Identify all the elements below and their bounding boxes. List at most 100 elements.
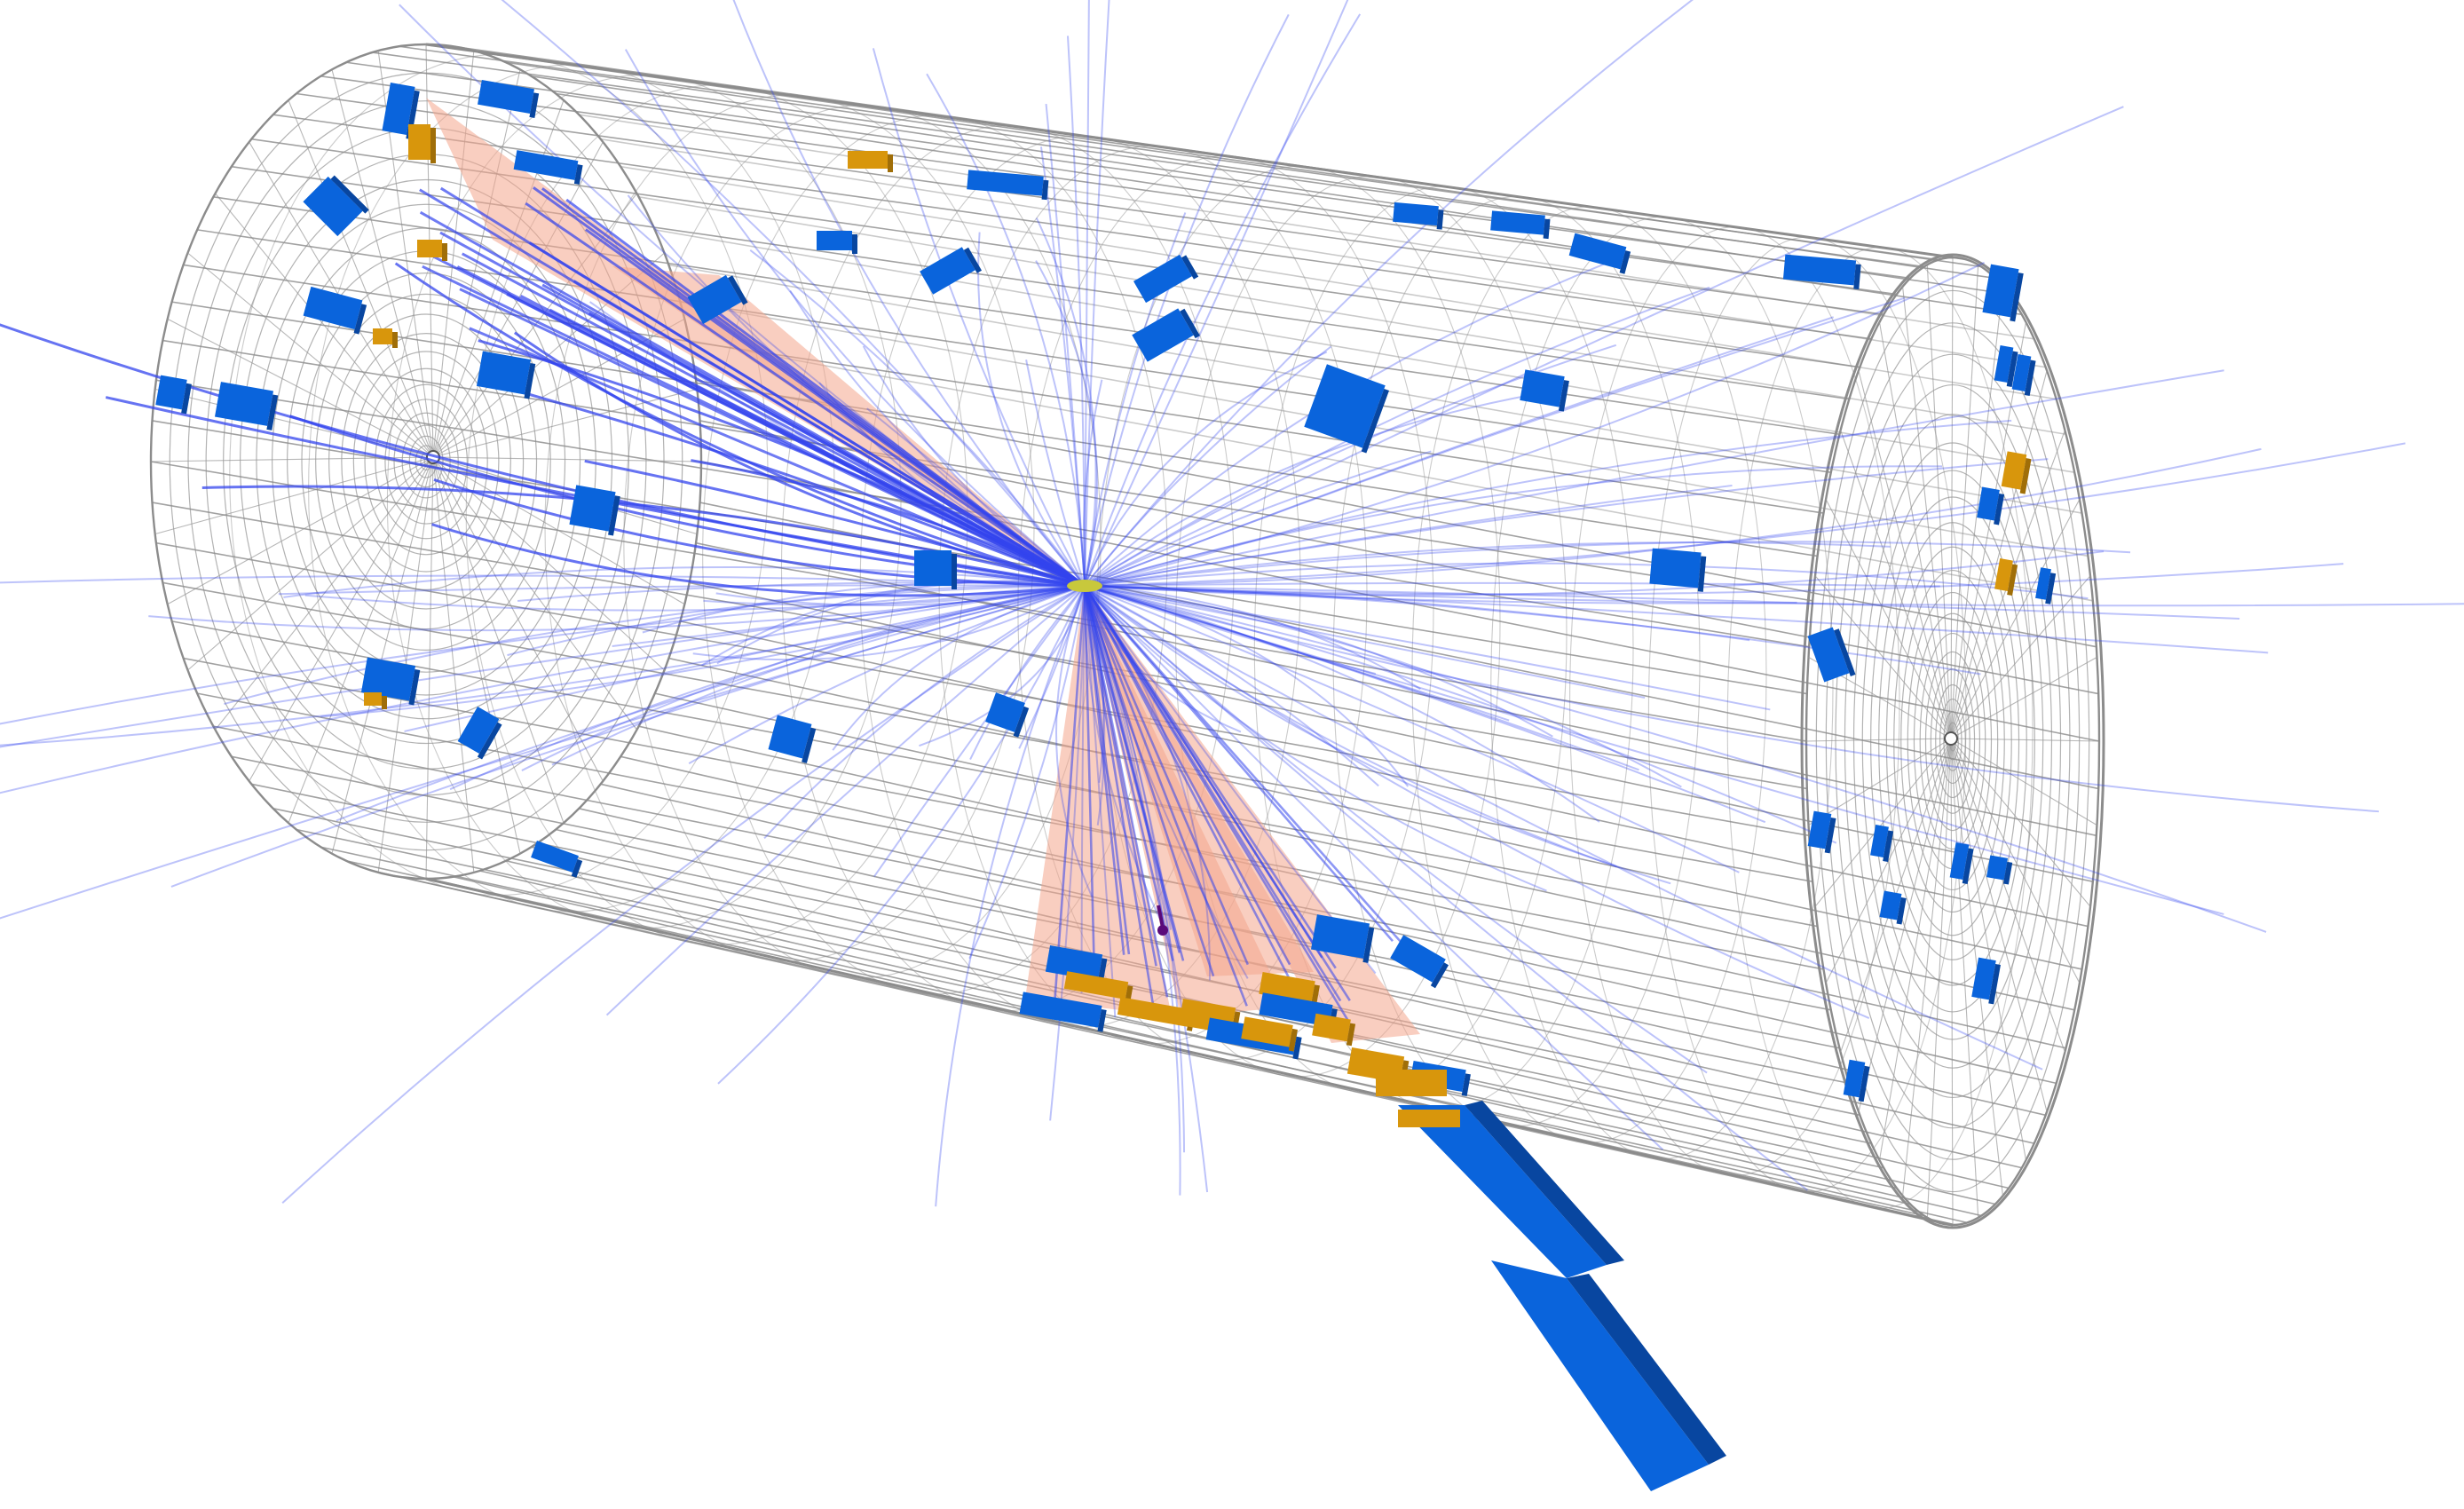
barrel-line — [183, 657, 1824, 970]
jet-track — [1083, 585, 1157, 1015]
tower-side — [2045, 573, 2057, 604]
barrel-ring — [1174, 176, 1568, 1094]
barrel-bottom-edge — [425, 877, 1954, 1227]
track — [1084, 585, 1249, 979]
barrel-line — [695, 541, 2097, 837]
tower-side — [1619, 250, 1631, 274]
track — [1084, 450, 1432, 587]
tower-face — [1994, 345, 2014, 383]
tower-face — [2001, 451, 2027, 490]
right-rim — [1800, 253, 2105, 1229]
tower-face — [1133, 254, 1192, 304]
track — [1084, 351, 1328, 587]
track — [1084, 286, 1710, 587]
track — [1084, 585, 1809, 1191]
track — [1084, 585, 1671, 885]
endcap-ring — [328, 313, 525, 610]
endcap-spoke — [1950, 656, 2097, 739]
track — [584, 459, 1086, 588]
calorimeter-tower — [1982, 264, 2024, 322]
endcap-ring — [1907, 591, 1999, 891]
tower-side — [1558, 380, 1569, 412]
tower-side — [382, 696, 387, 709]
barrel-ring — [1490, 216, 1834, 1160]
track — [1084, 13, 1362, 587]
jet-track — [1083, 585, 1351, 1001]
endcap-spoke — [1950, 738, 2065, 1053]
track — [1084, 0, 1090, 587]
barrel-line — [150, 461, 1807, 742]
tower-side — [1346, 1023, 1356, 1047]
barrel-line — [162, 581, 1813, 882]
track — [926, 73, 1086, 587]
endcap-spoke — [425, 456, 434, 880]
calorimeter-tower — [2001, 451, 2032, 494]
track — [1084, 585, 1639, 771]
detector-barrel-wireframe — [150, 43, 2105, 1229]
calorimeter-tower — [1393, 201, 1444, 230]
track — [201, 485, 1086, 588]
barrel-ring — [1411, 206, 1767, 1143]
track — [1039, 146, 1086, 587]
endcap-ring — [1900, 569, 2005, 913]
endcap-spoke — [432, 456, 604, 782]
track — [1084, 585, 2464, 607]
calorimeter-tower — [214, 382, 279, 431]
calorimeter-tower — [1807, 627, 1856, 683]
jet-track — [1083, 585, 1248, 1007]
barrel-line — [152, 502, 1807, 790]
track — [394, 262, 1086, 588]
calorimeter-tower — [1782, 254, 1861, 289]
track — [1084, 585, 2240, 620]
track — [404, 585, 1086, 732]
endcap-spoke — [1878, 321, 1952, 739]
tower-face — [1843, 1059, 1866, 1098]
tower-side — [1883, 830, 1894, 863]
barrel-line — [213, 725, 1840, 1049]
endcap-spoke — [1902, 738, 1952, 1197]
barrel-line — [197, 229, 1831, 474]
tower-side — [1858, 1065, 1870, 1102]
jet-track — [1083, 585, 1174, 961]
tower-face — [1310, 914, 1370, 959]
endcap-spoke — [249, 456, 434, 782]
tower-side — [430, 128, 436, 163]
track — [1084, 0, 1110, 587]
calorimeter-tower — [1977, 486, 2005, 525]
jet-track — [525, 201, 1086, 588]
endcap-ring — [1924, 651, 1981, 832]
barrel-ring — [859, 135, 1301, 1028]
track — [1084, 0, 1349, 587]
barrel-ring — [623, 105, 1102, 978]
tower-face — [768, 715, 812, 759]
calorimeter-tower — [1312, 1013, 1356, 1047]
track — [716, 580, 1086, 665]
tower-face — [817, 231, 852, 250]
tower-side — [442, 243, 447, 261]
track — [1084, 387, 1568, 587]
track — [0, 585, 1086, 747]
tower-side — [477, 722, 502, 760]
track — [1084, 563, 2344, 596]
calorimeter-tower — [1879, 890, 1907, 925]
endcap-ring — [256, 203, 596, 720]
endcap-spoke — [1950, 575, 2091, 739]
track — [1084, 0, 1694, 587]
track — [1084, 585, 1510, 722]
tower-side — [852, 234, 857, 254]
calorimeter-tower — [1986, 855, 2013, 885]
tower-face — [914, 550, 952, 586]
track — [977, 232, 1086, 587]
endcap-spoke — [1950, 738, 2081, 984]
tower-side — [1430, 962, 1449, 989]
tower-face — [214, 382, 274, 426]
track — [612, 585, 1086, 648]
track — [1082, 379, 1103, 587]
tower-face — [476, 351, 532, 395]
endcap-spoke — [288, 99, 434, 458]
track — [1084, 585, 2267, 933]
left-endcap — [149, 43, 703, 881]
calorimeter-tower — [1390, 935, 1449, 989]
barrel-ring — [386, 74, 902, 929]
tower-side — [802, 727, 817, 763]
